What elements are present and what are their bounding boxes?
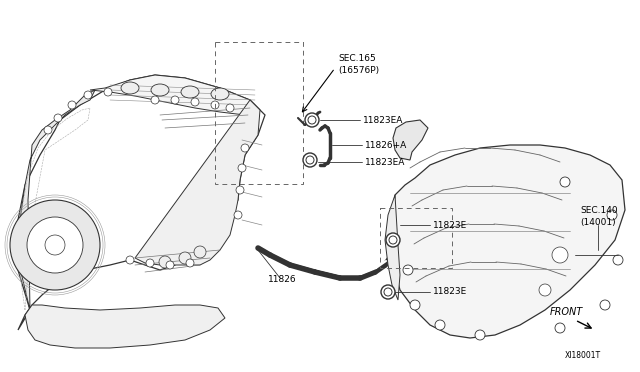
Polygon shape (135, 100, 260, 265)
Text: 11823EA: 11823EA (363, 115, 403, 125)
Circle shape (104, 88, 112, 96)
Circle shape (45, 235, 65, 255)
Circle shape (306, 156, 314, 164)
Circle shape (166, 261, 174, 269)
Circle shape (126, 256, 134, 264)
Circle shape (151, 96, 159, 104)
Text: (14001): (14001) (580, 218, 616, 227)
Ellipse shape (211, 88, 229, 100)
Circle shape (238, 164, 246, 172)
Circle shape (435, 320, 445, 330)
Circle shape (403, 265, 413, 275)
Text: (16576P): (16576P) (338, 65, 379, 74)
Circle shape (179, 252, 191, 264)
Circle shape (384, 288, 392, 296)
Text: XI18001T: XI18001T (565, 350, 601, 359)
Text: 11823E: 11823E (433, 288, 467, 296)
Circle shape (305, 113, 319, 127)
Circle shape (607, 210, 617, 220)
Circle shape (539, 284, 551, 296)
Polygon shape (25, 305, 225, 348)
Circle shape (236, 186, 244, 194)
Circle shape (386, 233, 400, 247)
Circle shape (44, 126, 52, 134)
Circle shape (303, 153, 317, 167)
Bar (380, 208, 452, 268)
Text: 11823EA: 11823EA (365, 157, 405, 167)
Text: 11826+A: 11826+A (365, 141, 407, 150)
Text: SEC.140: SEC.140 (580, 205, 618, 215)
Bar (215, 42, 303, 184)
Circle shape (159, 256, 171, 268)
Circle shape (146, 259, 154, 267)
Circle shape (308, 116, 316, 124)
Circle shape (191, 98, 199, 106)
Circle shape (27, 217, 83, 273)
Circle shape (381, 285, 395, 299)
Circle shape (600, 300, 610, 310)
Circle shape (10, 200, 100, 290)
Text: 11826: 11826 (268, 276, 296, 285)
Circle shape (234, 211, 242, 219)
Circle shape (54, 114, 62, 122)
Circle shape (84, 91, 92, 99)
Circle shape (171, 96, 179, 104)
Circle shape (555, 323, 565, 333)
Text: 11823E: 11823E (433, 221, 467, 230)
Circle shape (389, 236, 397, 244)
Ellipse shape (151, 84, 169, 96)
Circle shape (560, 177, 570, 187)
Circle shape (194, 246, 206, 258)
Ellipse shape (181, 86, 199, 98)
Ellipse shape (121, 82, 139, 94)
Text: SEC.165: SEC.165 (338, 54, 376, 62)
Polygon shape (90, 75, 260, 115)
Circle shape (552, 247, 568, 263)
Polygon shape (385, 195, 400, 300)
Circle shape (241, 144, 249, 152)
Polygon shape (390, 145, 625, 338)
Circle shape (211, 101, 219, 109)
Circle shape (68, 101, 76, 109)
Circle shape (613, 255, 623, 265)
Polygon shape (393, 120, 428, 160)
Circle shape (226, 104, 234, 112)
Polygon shape (18, 90, 95, 310)
Text: FRONT: FRONT (550, 307, 583, 317)
Circle shape (186, 259, 194, 267)
Polygon shape (15, 75, 265, 330)
Circle shape (475, 330, 485, 340)
Circle shape (410, 300, 420, 310)
